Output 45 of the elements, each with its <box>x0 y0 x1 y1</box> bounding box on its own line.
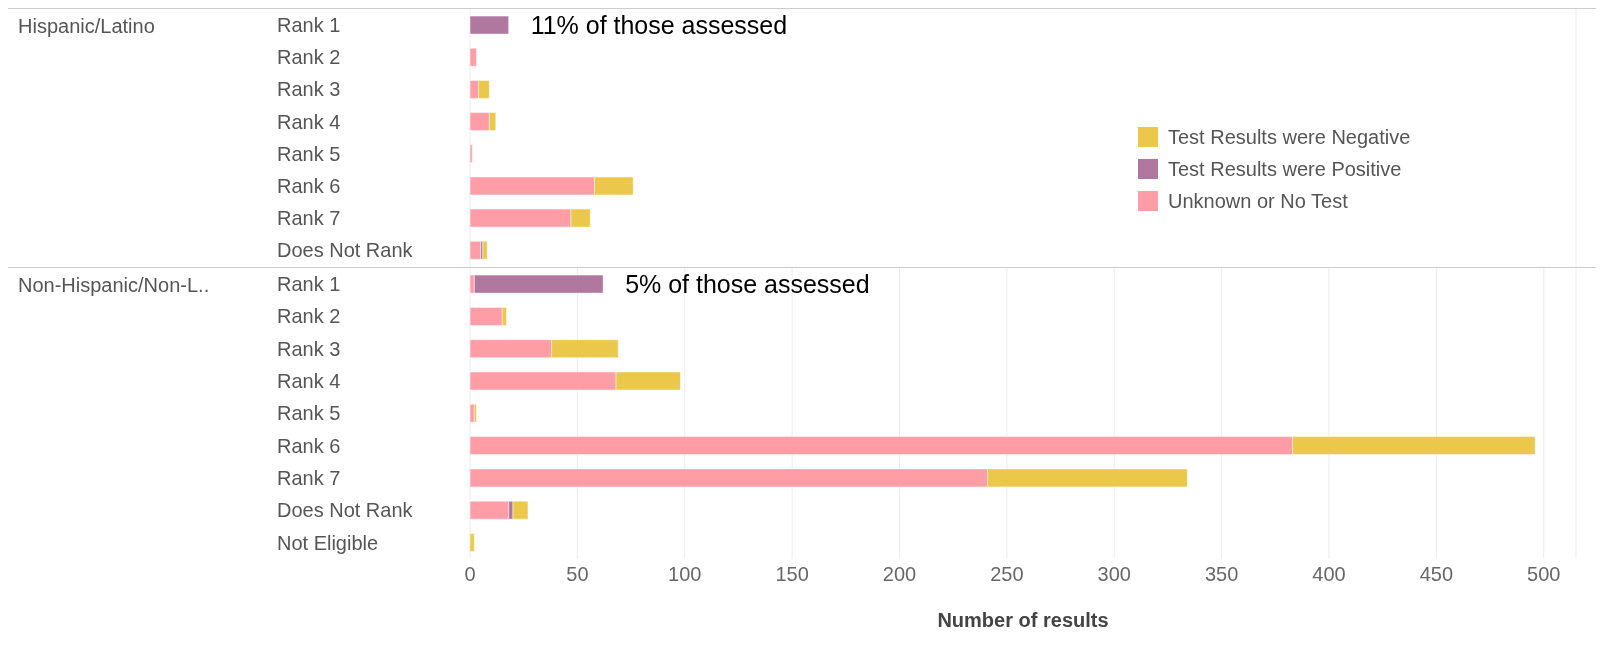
legend-label: Test Results were Positive <box>1168 157 1402 181</box>
y-tick-label: Does Not Rank <box>277 499 414 522</box>
annotation: 5% of those assessed <box>625 270 870 299</box>
y-tick-label: Rank 6 <box>277 174 341 197</box>
bar <box>470 533 475 553</box>
y-tick-label: Rank 7 <box>277 207 341 230</box>
y-tick-label: Rank 4 <box>277 370 341 393</box>
annotation: 11% of those assessed <box>530 10 788 39</box>
y-tick-label: Rank 4 <box>277 110 341 133</box>
y-tick-label: Rank 5 <box>277 402 341 425</box>
y-axis-title: Non-Hispanic/Non-L.. <box>17 273 211 299</box>
x-tick-label: 50 <box>566 563 589 586</box>
y-tick-label: Rank 1 <box>277 273 341 296</box>
x-tick-label: 500 <box>1527 563 1561 586</box>
y-tick-label: Rank 2 <box>277 46 341 69</box>
bar <box>470 307 503 327</box>
y-axis-title: Hispanic/Latino <box>17 14 156 39</box>
x-tick-label: 450 <box>1419 563 1454 586</box>
y-tick-label: Rank 3 <box>277 78 341 101</box>
bar <box>482 241 488 260</box>
x-tick-label: 0 <box>464 563 476 586</box>
x-tick-label: 150 <box>775 563 809 586</box>
bar <box>470 501 509 520</box>
y-tick-label: Not Eligible <box>277 531 379 554</box>
legend-label: Test Results were Negative <box>1168 125 1411 149</box>
bar <box>474 275 604 294</box>
x-tick-label: 350 <box>1204 563 1239 586</box>
bar <box>470 15 509 35</box>
y-tick-label: Rank 6 <box>277 435 341 458</box>
y-tick-label: Rank 2 <box>277 305 341 328</box>
x-tick-label: 250 <box>990 563 1024 586</box>
y-tick-label: Does Not Rank <box>277 239 414 262</box>
x-axis-title: Number of results <box>936 609 1110 633</box>
x-tick-label: 300 <box>1097 563 1131 586</box>
legend-label: Unknown or No Test <box>1168 189 1348 213</box>
x-tick-label: 200 <box>882 563 917 586</box>
bar <box>512 501 529 520</box>
bar <box>474 404 477 423</box>
y-tick-label: Rank 7 <box>277 467 341 490</box>
y-tick-label: Rank 5 <box>277 142 341 165</box>
x-tick-label: 400 <box>1312 563 1346 586</box>
y-tick-label: Rank 3 <box>277 338 341 361</box>
y-tick-label: Rank 1 <box>277 14 341 37</box>
bar <box>470 48 477 67</box>
x-tick-label: 100 <box>668 563 702 586</box>
